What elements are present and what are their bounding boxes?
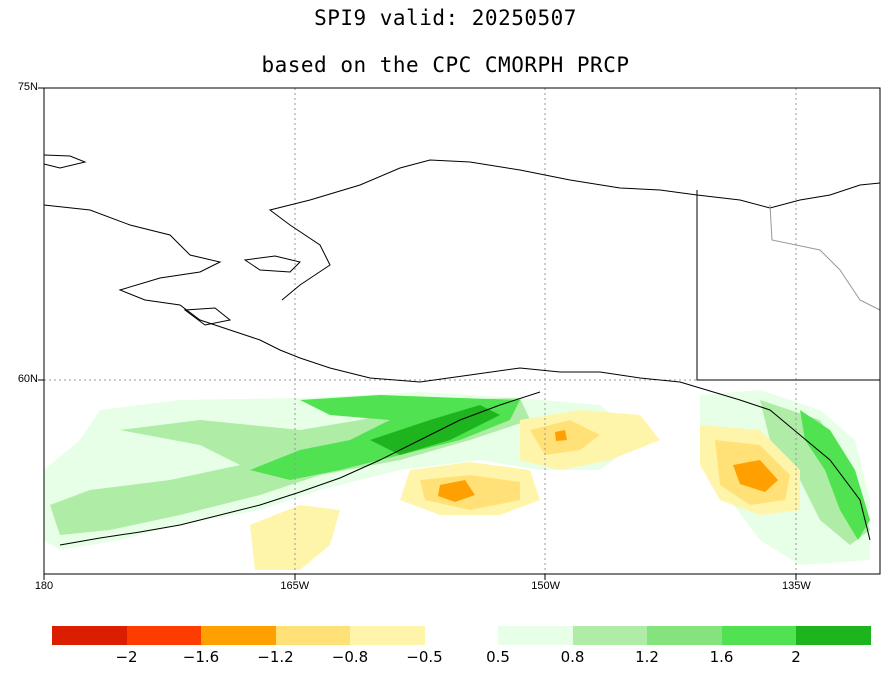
colorbar-swatch [126, 626, 202, 645]
colorbar-label: 2 [791, 648, 801, 666]
alaska-coastline [43, 159, 881, 541]
coastlines [43, 154, 881, 546]
lon-label: 150W [531, 580, 560, 592]
peninsula-coast [59, 391, 541, 546]
map-frame [43, 87, 881, 575]
island-1 [43, 154, 87, 169]
colorbar-label: −0.8 [331, 648, 369, 666]
colorbar-label: 0.5 [486, 648, 510, 666]
colorbar-swatch [721, 626, 797, 645]
dry-area-8 [438, 480, 475, 502]
island-3 [183, 307, 232, 326]
colorbar-swatch [52, 626, 127, 645]
colorbar-label: −0.5 [406, 648, 443, 666]
lon-label: 165W [280, 580, 310, 592]
lon-label: 135W [782, 580, 811, 592]
dry-area-10 [555, 430, 567, 441]
canada-border [696, 190, 880, 381]
colorbar-swatch [498, 626, 573, 645]
colorbar-label: −1.6 [182, 648, 220, 666]
lat-label: 60N [17, 372, 38, 385]
lon-label: 180 [34, 580, 54, 592]
dry-area-4 [250, 505, 340, 570]
lat-label: 75N [17, 81, 38, 93]
spi-shading [44, 390, 870, 570]
colorbar-swatch [350, 626, 425, 645]
island-2 [243, 255, 301, 273]
colorbar-swatch [572, 626, 648, 645]
wet-area-strong-2 [800, 410, 870, 540]
colorbar-swatch [275, 626, 351, 645]
colorbar-label: 1.6 [709, 648, 734, 666]
colorbar-swatch [796, 626, 871, 645]
map-subtitle: based on the CPC CMORPH PRCP [261, 53, 630, 77]
colorbar-label: −2 [115, 648, 138, 666]
colorbar-label: −1.2 [257, 648, 294, 666]
colorbar-label: 1.2 [635, 648, 659, 666]
colorbar-swatch [647, 626, 722, 645]
colorbar-label: 0.8 [560, 648, 585, 666]
province-border [769, 204, 881, 311]
axis-ticks [38, 87, 797, 580]
colorbar-swatch [201, 626, 276, 645]
dry-area-9 [733, 460, 778, 492]
map-title: SPI9 valid: 20250507 [314, 6, 577, 30]
